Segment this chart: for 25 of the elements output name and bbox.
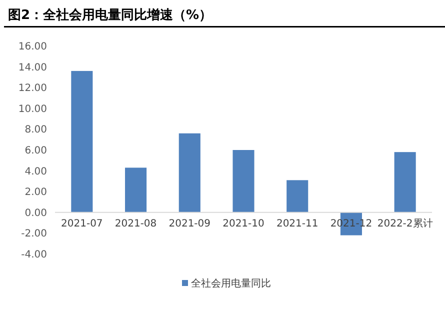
- bar: [394, 152, 416, 212]
- y-tick-label: 2.00: [24, 187, 47, 198]
- x-tick-label: 2021-08: [114, 218, 157, 230]
- y-tick-label: -2.00: [21, 228, 47, 240]
- y-tick-label: 8.00: [24, 124, 47, 136]
- y-tick-label: 0.00: [24, 208, 47, 219]
- y-tick-label: -4.00: [21, 250, 47, 260]
- bar: [125, 168, 147, 212]
- x-tick-label: 2021-09: [168, 218, 211, 230]
- y-tick-label: 10.00: [18, 104, 47, 115]
- chart-title: 图2：全社会用电量同比增速（%）: [8, 7, 212, 23]
- y-tick-label: 14.00: [18, 62, 47, 74]
- bar: [178, 133, 200, 212]
- x-tick-label: 2022-2累计: [377, 217, 433, 230]
- y-tick-label: 4.00: [24, 166, 47, 178]
- y-tick-label: 16.00: [18, 42, 47, 52]
- x-tick-label: 2021-07: [61, 218, 103, 230]
- bar: [71, 70, 93, 212]
- y-tick-label: 12.00: [18, 83, 47, 94]
- y-tick-label: 6.00: [24, 146, 47, 156]
- bar: [286, 180, 308, 212]
- x-tick-label: 2021-11: [276, 218, 318, 230]
- x-tick-label: 2021-10: [222, 218, 264, 230]
- bar: [232, 150, 254, 212]
- legend-label: 全社会用电量同比: [191, 278, 271, 290]
